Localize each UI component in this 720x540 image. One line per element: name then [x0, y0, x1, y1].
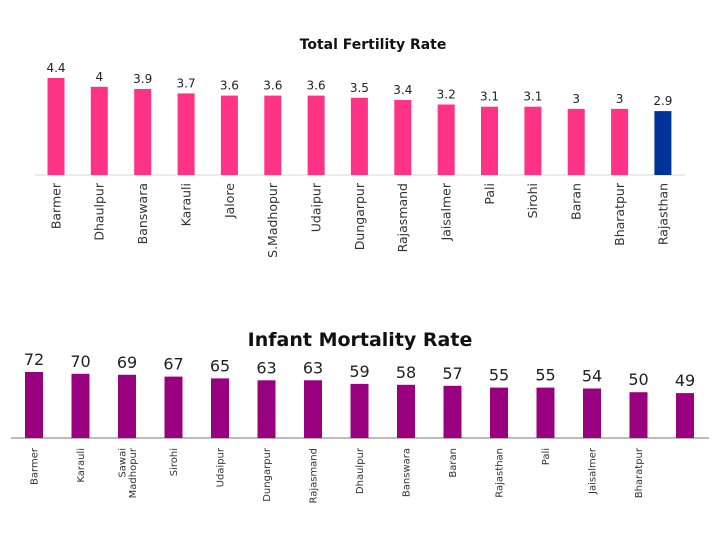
imr-category-label: Udaipur [216, 447, 227, 487]
imr-value-label: 65 [210, 356, 230, 375]
tfr-category-label: Rajasmand [395, 183, 410, 252]
tfr-bar [437, 104, 455, 175]
tfr-value-label: 3.1 [480, 90, 499, 104]
imr-value-label: 54 [582, 367, 602, 386]
imr-bar [118, 374, 136, 439]
imr-value-label: 55 [489, 366, 509, 385]
imr-bar [583, 388, 601, 438]
tfr-value-label: 3.4 [393, 83, 412, 97]
tfr-category-label: S.Madhopur [265, 182, 280, 258]
imr-bar [443, 385, 462, 439]
imr-category-label: Banswara [402, 448, 413, 497]
tfr-value-label: 4.4 [46, 61, 65, 75]
imr-category-label: Jaisalmer [588, 447, 599, 495]
imr-value-label: 50 [628, 370, 648, 389]
imr-value-label: 55 [535, 366, 555, 385]
tfr-category-label: Bharatpur [612, 182, 627, 246]
imr-bar [164, 376, 183, 438]
tfr-value-label: 2.9 [653, 94, 672, 108]
tfr-bar [90, 86, 108, 175]
imr-category-label: Bharatpur [634, 447, 645, 498]
tfr-bar [47, 78, 65, 175]
tfr-bar [307, 95, 325, 175]
imr-bar [304, 380, 322, 439]
imr-value-label: 67 [163, 355, 183, 374]
imr-bar [490, 387, 508, 438]
imr-value-label: 63 [303, 358, 323, 377]
imr-category-label: Baran [448, 448, 459, 478]
tfr-category-label: Jalore [222, 183, 237, 219]
imr-category-label: Dungarpur [262, 447, 273, 502]
imr-chart: Infant Mortality Rate 72 Barmer 70 Karauli 6… [11, 329, 709, 504]
tfr-category-label: Dhaulpur [92, 182, 107, 240]
imr-value-label: 63 [256, 358, 276, 377]
imr-category-label: Sawai [117, 448, 128, 478]
imr-value-label: 69 [117, 353, 137, 372]
tfr-chart-title: Total Fertility Rate [300, 37, 447, 53]
imr-category-label: Sirohi [169, 448, 180, 476]
tfr-value-label: 3.1 [523, 90, 542, 104]
tfr-value-label: 3.6 [220, 79, 239, 93]
tfr-value-label: 3.2 [437, 88, 456, 102]
tfr-bar [654, 111, 672, 175]
imr-category-label: Rajasthan [495, 448, 506, 498]
imr-value-label: 49 [675, 371, 695, 390]
imr-category-label: Dhaulpur [355, 447, 366, 494]
imr-bar [676, 393, 694, 438]
tfr-bar [524, 106, 542, 175]
tfr-category-label: Baran [569, 183, 584, 220]
tfr-category-label: Karauli [178, 183, 193, 226]
imr-bar [257, 380, 276, 439]
tfr-bar [350, 97, 368, 175]
tfr-bar [177, 93, 195, 175]
tfr-bar [134, 89, 152, 175]
tfr-value-label: 3.5 [350, 81, 369, 95]
tfr-category-label: Barmer [48, 182, 63, 229]
imr-value-label: 72 [24, 350, 44, 369]
tfr-value-label: 4 [95, 70, 103, 84]
tfr-category-label: Rajasthan [655, 183, 670, 245]
imr-chart-title: Infant Mortality Rate [248, 329, 473, 351]
tfr-category-label: Udaipur [309, 182, 324, 232]
imr-bar [71, 373, 90, 438]
tfr-value-label: 3.6 [263, 79, 282, 93]
tfr-category-label: Dungarpur [352, 182, 367, 250]
imr-category-label: Madhopur [128, 447, 139, 498]
tfr-value-label: 3.7 [177, 76, 196, 90]
tfr-bar [481, 106, 498, 175]
imr-bar [350, 383, 369, 438]
imr-bar [536, 387, 555, 438]
tfr-category-label: Banswara [135, 183, 150, 244]
tfr-value-label: 3.9 [133, 72, 152, 86]
imr-bar [25, 372, 43, 438]
tfr-bar [611, 108, 629, 175]
tfr-category-label: Jaisalmer [439, 182, 454, 241]
imr-bar [397, 384, 415, 438]
imr-bar [211, 378, 229, 438]
imr-category-label: Karauli [76, 448, 87, 483]
imr-category-label: Pali [541, 448, 552, 465]
imr-category-label: Rajasmand [309, 448, 320, 504]
tfr-bar [394, 100, 412, 175]
imr-bar [629, 392, 648, 438]
tfr-bar [567, 108, 585, 175]
tfr-bar [264, 95, 282, 175]
tfr-category-label: Pali [482, 183, 497, 205]
imr-value-label: 59 [349, 362, 369, 381]
tfr-category-label: Sirohi [525, 183, 540, 218]
imr-value-label: 70 [70, 352, 90, 371]
tfr-value-label: 3 [616, 92, 624, 106]
imr-value-label: 58 [396, 363, 416, 382]
tfr-value-label: 3.6 [307, 79, 326, 93]
imr-value-label: 57 [442, 364, 462, 383]
tfr-chart: Total Fertility Rate 4.4 Barmer 4 Dhaulpur 3… [35, 37, 685, 258]
tfr-bar [220, 95, 238, 175]
tfr-value-label: 3 [572, 92, 580, 106]
imr-category-label: Barmer [30, 447, 41, 485]
